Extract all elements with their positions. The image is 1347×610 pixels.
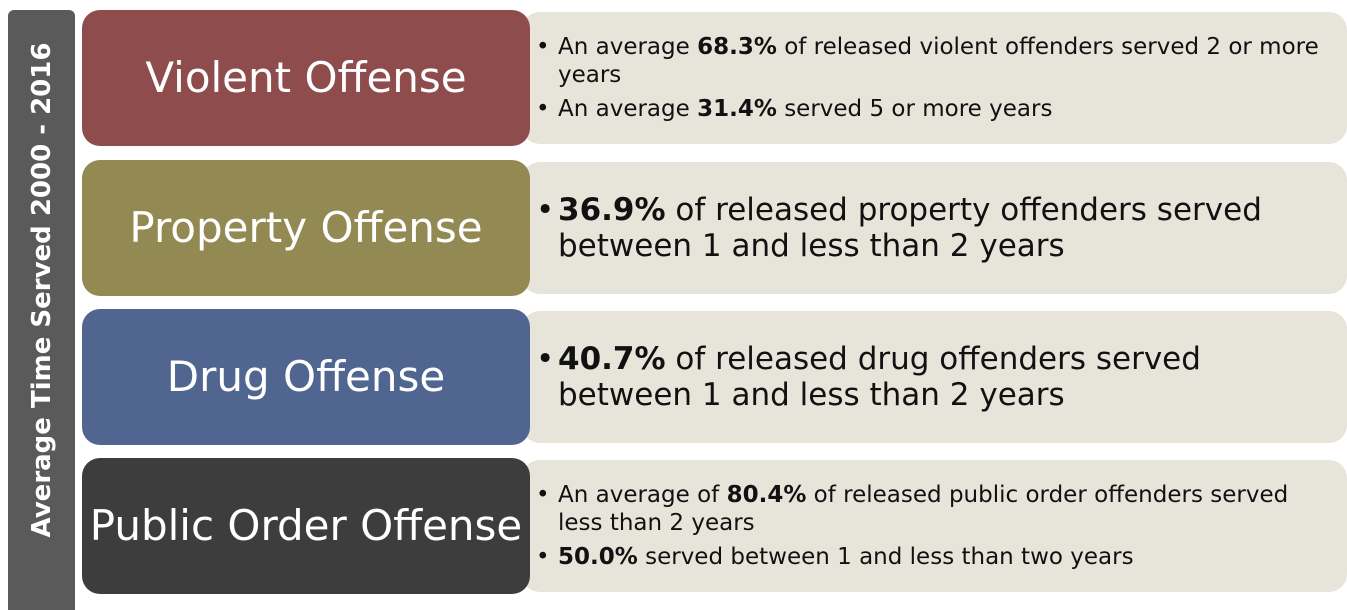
offense-label: Public Order Offense (82, 458, 530, 594)
text: of released property offenders served be… (558, 192, 1262, 264)
text: of released violent offenders served 2 o… (558, 34, 1319, 88)
info-box: • An average of 80.4% of released public … (522, 460, 1347, 592)
text: of released drug offenders served betwee… (558, 341, 1201, 413)
highlight: 31.4% (697, 96, 777, 122)
offense-label: Drug Offense (82, 309, 530, 445)
bullet-text: 50.0% served between 1 and less than two… (558, 543, 1134, 571)
bullet: • An average 68.3% of released violent of… (536, 33, 1327, 89)
text: An average (558, 34, 698, 60)
offense-label: Violent Offense (82, 10, 530, 146)
bullet-text: An average of 80.4% of released public o… (558, 481, 1327, 537)
text: An average (558, 96, 698, 122)
text: An average of (558, 482, 727, 508)
highlight: 36.9% (558, 192, 666, 228)
bullet-dot: • (536, 34, 550, 60)
offense-row: • An average 68.3% of released violent of… (82, 10, 1347, 146)
info-box: • An average 68.3% of released violent of… (522, 12, 1347, 144)
text: served 5 or more years (776, 96, 1053, 122)
side-bar: Average Time Served 2000 - 2016 (8, 10, 75, 610)
offense-row: • An average of 80.4% of released public … (82, 458, 1347, 594)
bullet-dot: • (536, 96, 550, 122)
highlight: 80.4% (726, 482, 807, 508)
bullet-dot: • (536, 192, 555, 228)
bullet-text: 36.9% of released property offenders ser… (558, 192, 1327, 264)
highlight: 68.3% (697, 34, 777, 60)
bullet: • 40.7% of released drug offenders served… (536, 341, 1327, 413)
bullet-text: An average 68.3% of released violent off… (558, 33, 1327, 89)
info-box: • 40.7% of released drug offenders served… (522, 311, 1347, 443)
info-box: • 36.9% of released property offenders se… (522, 162, 1347, 294)
text: served between 1 and less than two years (637, 544, 1134, 570)
bullet-dot: • (536, 341, 555, 377)
bullet-dot: • (536, 544, 550, 570)
text: of released public order offenders serve… (558, 482, 1289, 536)
offense-label: Property Offense (82, 160, 530, 296)
bullet-dot: • (536, 482, 550, 508)
bullet-text: An average 31.4% served 5 or more years (558, 95, 1052, 123)
bullet: • An average of 80.4% of released public … (536, 481, 1327, 537)
slide: Average Time Served 2000 - 2016 • An aver… (8, 10, 1347, 610)
bullet: • An average 31.4% served 5 or more years (536, 95, 1327, 123)
offense-row: • 36.9% of released property offenders se… (82, 160, 1347, 296)
side-label: Average Time Served 2000 - 2016 (26, 42, 57, 538)
highlight: 50.0% (558, 544, 638, 570)
bullet-text: 40.7% of released drug offenders served … (558, 341, 1327, 413)
bullet: • 36.9% of released property offenders se… (536, 192, 1327, 264)
bullet: • 50.0% served between 1 and less than tw… (536, 543, 1327, 571)
highlight: 40.7% (558, 341, 666, 377)
offense-row: • 40.7% of released drug offenders served… (82, 309, 1347, 445)
